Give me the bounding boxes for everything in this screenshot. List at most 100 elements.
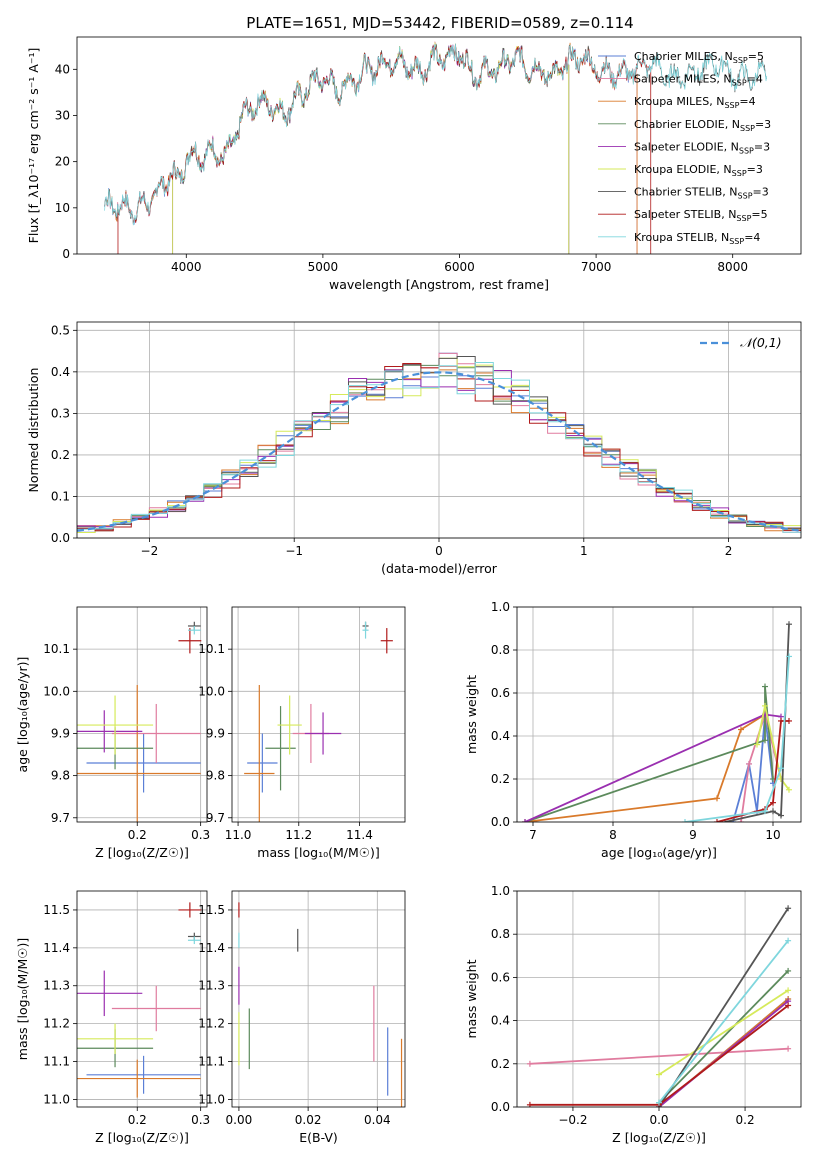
y-tick-label: 0.8 — [491, 643, 510, 657]
y-axis-label: Flux [f_λ10⁻¹⁷ erg cm⁻² s⁻¹ A⁻¹] — [26, 48, 41, 244]
mass-weight-series — [524, 686, 774, 822]
mass-weight-series — [724, 624, 790, 822]
y-tick-label: 10.1 — [198, 642, 225, 656]
age-mass-plot-area — [244, 621, 393, 822]
mass-ebv-panel: 0.00 0.02 0.04 11.0 11.1 11.2 11.3 11.4 11.5 E(B-… — [198, 890, 406, 1145]
axes-frame — [76, 606, 208, 823]
y-tick-label: 11.5 — [198, 903, 225, 917]
y-tick-label: 0.1 — [51, 489, 70, 503]
x-tick-label: 4000 — [171, 260, 202, 274]
y-tick-label: 0.6 — [491, 970, 510, 984]
mass-weight-marker — [786, 621, 792, 628]
errorbar-point — [265, 706, 296, 791]
age-Z-panel: 0.2 0.3 9.7 9.8 9.9 10.0 10.1 Z [log₁₀(Z/Z☉)] ag… — [15, 606, 210, 860]
x-tick-label: 0.2 — [736, 1113, 755, 1127]
errorbar-point — [380, 628, 393, 654]
spectrum-series-line — [104, 43, 768, 226]
errorbar-point — [111, 703, 201, 763]
mass-weight-marker — [762, 737, 768, 744]
x-tick-label: 1 — [580, 544, 588, 558]
mass-weight-marker — [785, 905, 792, 912]
x-tick-label: 0.0 — [649, 1113, 668, 1127]
y-tick-label: 0.4 — [51, 365, 70, 379]
x-tick-label: 0.02 — [295, 1113, 322, 1127]
x-tick-label: 9 — [689, 828, 697, 842]
y-tick-label: 30 — [55, 108, 70, 122]
mass-weight-marker — [526, 1060, 533, 1067]
mass-weight-marker — [656, 1099, 662, 1106]
mass-weight-series — [524, 713, 766, 822]
x-tick-label: 0 — [435, 544, 443, 558]
mass-weight-marker — [778, 765, 784, 772]
mass-weight-marker — [785, 1002, 792, 1009]
mass-Z-panel: 0.2 0.3 11.0 11.1 11.2 11.3 11.4 11.5 Z [log₁₀(Z… — [15, 890, 210, 1145]
x-tick-label: 2 — [725, 544, 733, 558]
weight-Z-plot-area — [526, 905, 792, 1107]
errorbar-point — [277, 695, 302, 755]
legend-entry: Kroupa MILES, NSSP=4 — [634, 95, 756, 110]
y-tick-label: 11.4 — [198, 941, 225, 955]
y-tick-label: 0.4 — [491, 729, 510, 743]
y-tick-label: 0.0 — [491, 1100, 510, 1114]
residuals-panel: −2 −1 0 1 2 0.0 0.1 0.2 0.3 0.4 0.5 (data-model)/er… — [26, 321, 802, 576]
y-tick-label: 0.4 — [491, 1014, 510, 1028]
y-tick-label: 20 — [55, 155, 70, 169]
mass-Z-plot-area — [77, 902, 202, 1098]
spectrum-legend: Chabrier MILES, NSSP=5 Salpeter MILES, NS… — [598, 50, 771, 246]
axes-frame — [231, 606, 406, 823]
y-tick-label: 0.0 — [51, 531, 70, 545]
x-tick-label: −1 — [285, 544, 303, 558]
y-tick-label: 10.0 — [198, 684, 225, 698]
errorbar-point — [77, 710, 143, 753]
mass-weight-marker — [785, 967, 792, 974]
mass-weight-series — [658, 907, 789, 1107]
y-tick-label: 0.6 — [491, 686, 510, 700]
mass-weight-marker — [762, 808, 768, 815]
axes-frame — [76, 890, 208, 1108]
y-tick-label: 0.5 — [51, 323, 70, 337]
mass-weight-marker — [770, 808, 776, 815]
errorbar-point — [86, 733, 201, 793]
mass-weight-series — [756, 705, 790, 791]
errorbar-point — [77, 684, 201, 822]
legend-entry: Kroupa ELODIE, NSSP=3 — [634, 163, 763, 178]
figure-title: PLATE=1651, MJD=53442, FIBERID=0589, z=0… — [246, 14, 633, 32]
x-axis-label: Z [log₁₀(Z/Z☉)] — [95, 845, 189, 860]
legend-entry: Chabrier STELIB, NSSP=3 — [634, 186, 769, 201]
y-tick-label: 11.1 — [43, 1055, 70, 1069]
x-tick-label: 0.2 — [128, 1113, 147, 1127]
mass-weight-marker — [786, 653, 792, 660]
mass-weight-series — [740, 711, 782, 822]
y-axis-label: mass [log₁₀(M/M☉)] — [15, 938, 30, 1060]
x-tick-label: 6000 — [444, 260, 475, 274]
x-tick-label: 11.4 — [346, 828, 373, 842]
x-tick-label: 8000 — [717, 260, 748, 274]
errorbar-point — [362, 621, 369, 639]
residuals-plot-area — [77, 352, 801, 533]
x-tick-label: 0.04 — [364, 1113, 391, 1127]
legend-entry: Salpeter STELIB, NSSP=5 — [634, 208, 768, 223]
y-tick-label: 0.0 — [491, 815, 510, 829]
x-tick-label: 7 — [529, 828, 537, 842]
spectrum-panel: 4000 5000 6000 7000 8000 0 10 20 30 40 wavelength … — [26, 36, 802, 292]
y-tick-label: 11.2 — [198, 1017, 225, 1031]
spectrum-series-line — [118, 43, 651, 225]
y-tick-label: 11.3 — [43, 979, 70, 993]
mass-ebv-plot-area — [238, 902, 403, 1107]
mass-weight-marker — [746, 760, 752, 767]
x-tick-label: 7000 — [581, 260, 612, 274]
y-tick-label: 9.7 — [206, 811, 225, 825]
errorbar-point — [86, 1055, 201, 1094]
y-tick-label: 9.9 — [51, 726, 70, 740]
errorbar-point — [187, 936, 201, 945]
y-tick-label: 9.9 — [206, 726, 225, 740]
histogram-series — [77, 362, 801, 533]
y-axis-label: Normed distribution — [26, 368, 41, 493]
errorbar-point — [247, 733, 278, 793]
mass-weight-marker — [785, 987, 792, 994]
errorbar-point — [77, 1023, 154, 1054]
mass-weight-series — [529, 1047, 789, 1065]
errorbar-point — [178, 628, 202, 654]
errorbar-point — [77, 695, 154, 755]
